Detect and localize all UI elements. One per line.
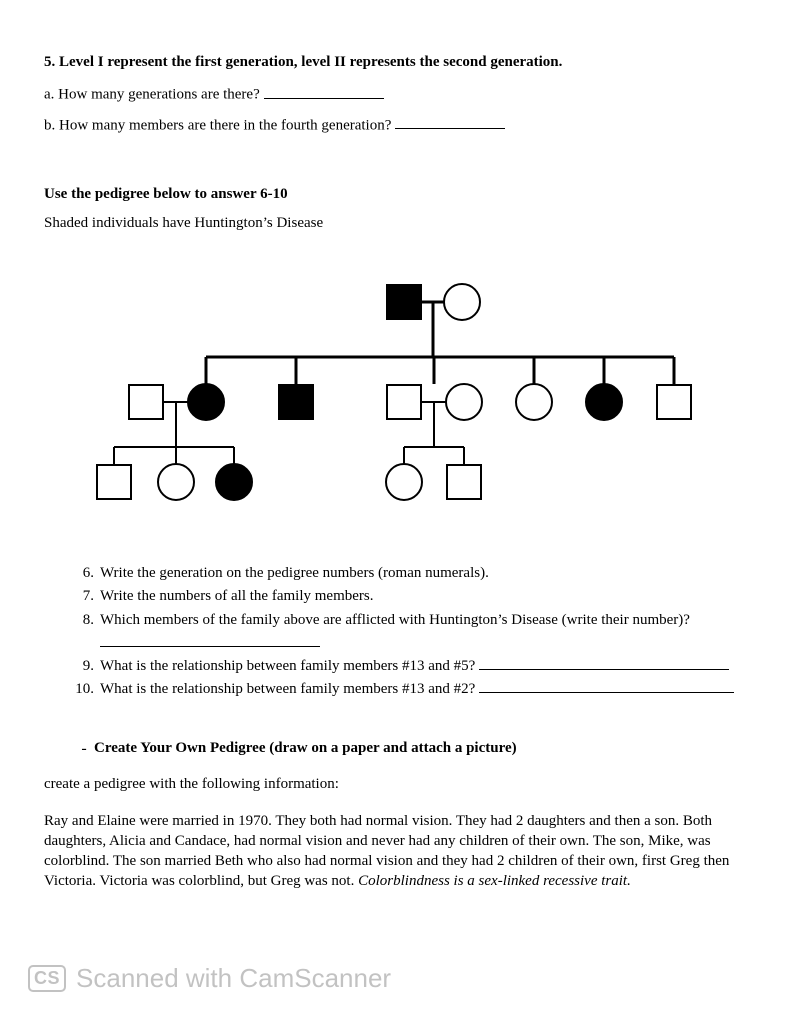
q5-b-text: b. How many members are there in the fou… [44, 117, 391, 133]
watermark-text: Scanned with CamScanner [76, 963, 391, 994]
dash-bullet: - [74, 740, 94, 758]
story-italic: Colorblindness is a sex-linked recessive… [358, 873, 631, 889]
section2-note: Shaded individuals have Huntington’s Dis… [44, 215, 748, 232]
cs-badge-icon: CS [28, 965, 66, 992]
q9-text: What is the relationship between family … [100, 655, 748, 678]
q8-num: 8. [74, 609, 100, 656]
q7-num: 7. [74, 585, 100, 608]
q7: 7. Write the numbers of all the family m… [74, 585, 748, 608]
q9-num: 9. [74, 655, 100, 678]
q6-num: 6. [74, 562, 100, 585]
q5-a-text: a. How many generations are there? [44, 87, 260, 103]
create-section: - Create Your Own Pedigree (draw on a pa… [44, 740, 748, 758]
q10-blank[interactable] [479, 680, 734, 694]
q8-text: Which members of the family above are af… [100, 609, 748, 656]
q8-blank[interactable] [100, 633, 320, 647]
q10-num: 10. [74, 678, 100, 701]
q5-title: 5. Level I represent the first generatio… [44, 54, 748, 71]
section2-heading: Use the pedigree below to answer 6-10 [44, 186, 748, 203]
q7-text: Write the numbers of all the family memb… [100, 585, 748, 608]
q10-text: What is the relationship between family … [100, 678, 748, 701]
q10: 10. What is the relationship between fam… [74, 678, 748, 701]
q9: 9. What is the relationship between fami… [74, 655, 748, 678]
camscanner-watermark: CS Scanned with CamScanner [28, 963, 391, 994]
q5-b-blank[interactable] [395, 116, 505, 130]
q9-blank[interactable] [479, 657, 729, 671]
questions-block: 6. Write the generation on the pedigree … [74, 562, 748, 702]
q6-text: Write the generation on the pedigree num… [100, 562, 748, 585]
pedigree-diagram [84, 272, 704, 522]
q5-a: a. How many generations are there? [44, 85, 748, 104]
create-title: Create Your Own Pedigree (draw on a pape… [94, 740, 517, 758]
q5-b: b. How many members are there in the fou… [44, 116, 748, 135]
create-intro: create a pedigree with the following inf… [44, 776, 748, 793]
q5-a-blank[interactable] [264, 85, 384, 99]
create-story: Ray and Elaine were married in 1970. The… [44, 811, 748, 892]
q8: 8. Which members of the family above are… [74, 609, 748, 656]
q6: 6. Write the generation on the pedigree … [74, 562, 748, 585]
